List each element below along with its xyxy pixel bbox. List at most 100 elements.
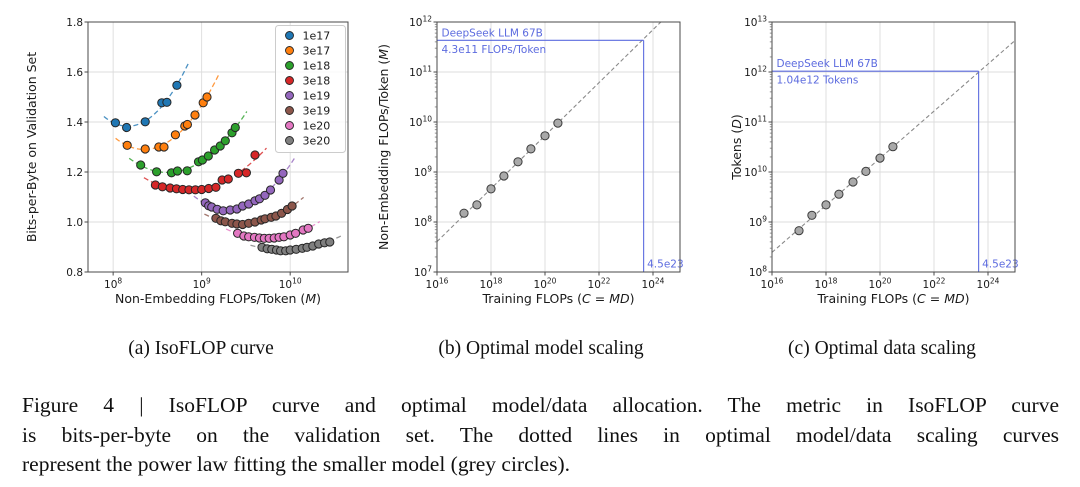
svg-text:1.0: 1.0 [66, 217, 83, 229]
svg-text:1010: 1010 [744, 165, 767, 180]
series-optimal data size [794, 142, 898, 236]
subcaption-c: (c) Optimal data scaling [788, 338, 976, 359]
data-point [157, 182, 167, 192]
svg-text:1020: 1020 [534, 277, 557, 292]
svg-text:1020: 1020 [869, 277, 892, 292]
legend-marker-1e19 [285, 91, 294, 100]
deepseek-annotation: DeepSeek LLM 67B 4.3e11 FLOPs/Token 4.5e23 [437, 27, 684, 272]
svg-text:1.8: 1.8 [66, 17, 83, 29]
caption-line-2: is bits-per-byte on the validation set. … [22, 422, 1059, 447]
svg-text:1022: 1022 [588, 277, 611, 292]
data-point [172, 166, 183, 176]
data-point [472, 200, 482, 210]
data-point [223, 174, 233, 184]
data-point [486, 184, 496, 194]
svg-text:108: 108 [104, 277, 122, 292]
data-point [260, 190, 270, 200]
data-point [821, 200, 831, 210]
data-point [540, 131, 550, 141]
power-law-fit-line [436, 21, 662, 243]
series-1e17 [110, 80, 182, 133]
svg-text:108: 108 [414, 215, 432, 230]
optimal-model-scaling-panel: DeepSeek LLM 67B 4.3e11 FLOPs/Token 4.5e23… [376, 15, 684, 307]
svg-text:4.5e23: 4.5e23 [982, 259, 1019, 271]
series-optimal model size [459, 118, 563, 218]
charts-canvas: 108 109 1010 0.8 1.0 1.2 1.4 1.6 1.8 Non-Embeddin… [24, 15, 1019, 307]
data-point [526, 144, 536, 154]
svg-text:107: 107 [414, 265, 432, 280]
data-point [888, 142, 898, 152]
data-point [291, 228, 301, 238]
legend-marker-1e17 [285, 31, 294, 40]
y-axis-label: Bits-per-Byte on Validation Set [24, 52, 39, 242]
figure-caption: Figure 4 | IsoFLOP curve and optimal mod… [22, 391, 1059, 480]
data-point [807, 210, 817, 220]
svg-text:1016: 1016 [426, 277, 449, 292]
legend-marker-3e18 [285, 76, 294, 85]
svg-text:1011: 1011 [409, 65, 432, 80]
data-point [122, 140, 132, 150]
svg-text:1013: 1013 [744, 15, 767, 30]
fit-curve-3e17 [115, 74, 220, 151]
legend-label: 1e17 [303, 29, 331, 42]
svg-text:109: 109 [749, 215, 767, 230]
data-point [250, 150, 260, 160]
data-point [122, 122, 132, 133]
deepseek-annotation: DeepSeek LLM 67B 1.04e12 Tokens 4.5e23 [772, 58, 1019, 272]
svg-text:1.6: 1.6 [66, 67, 83, 79]
data-point [152, 167, 162, 177]
data-point [182, 166, 192, 176]
y-axis-label: Tokens (D) [729, 114, 744, 180]
data-point [159, 142, 169, 152]
svg-text:1012: 1012 [744, 65, 767, 80]
data-point [265, 185, 276, 195]
data-point [162, 97, 172, 107]
svg-text:109: 109 [193, 277, 211, 292]
svg-text:1024: 1024 [642, 277, 665, 292]
svg-text:4.3e11 FLOPs/Token: 4.3e11 FLOPs/Token [442, 44, 547, 56]
legend-label: 3e20 [303, 134, 331, 147]
data-point [278, 168, 288, 178]
data-point [303, 223, 313, 233]
svg-text:1.2: 1.2 [66, 167, 83, 179]
tick-labels: 108 109 1010 0.8 1.0 1.2 1.4 1.6 1.8 [66, 17, 302, 291]
axes-frame [436, 21, 681, 273]
data-point [202, 92, 212, 102]
x-axis-label: Non-Embedding FLOPs/Token (M) [115, 291, 321, 306]
legend-label: 1e20 [303, 119, 331, 132]
svg-text:DeepSeek LLM 67B: DeepSeek LLM 67B [442, 27, 543, 39]
axes-frame [771, 21, 1016, 273]
svg-text:1012: 1012 [409, 15, 432, 30]
legend-label: 1e18 [303, 59, 331, 72]
tick-labels: 1016 1018 1020 1022 1024 107 108 109 1010 1011 101… [409, 15, 665, 292]
svg-text:109: 109 [414, 165, 432, 180]
series-3e17 [122, 92, 212, 154]
x-axis-label: Training FLOPs (C = MD) [482, 291, 635, 306]
series-3e18 [150, 150, 260, 195]
series-3e20 [257, 237, 335, 256]
series-3e19 [211, 201, 297, 230]
series-1e20 [233, 223, 313, 243]
legend-marker-3e17 [285, 46, 294, 55]
data-point [110, 118, 121, 128]
subcaption-b: (b) Optimal model scaling [438, 338, 644, 359]
data-point [230, 122, 240, 133]
svg-text:108: 108 [749, 265, 767, 280]
data-point [220, 136, 230, 146]
data-point [172, 80, 182, 90]
svg-text:1.04e12 Tokens: 1.04e12 Tokens [777, 75, 859, 87]
data-point [241, 168, 251, 178]
caption-line-3: represent the power law fitting the smal… [22, 452, 571, 476]
data-point [274, 175, 284, 185]
fit-curve-1e17 [103, 63, 189, 127]
data-point [499, 171, 509, 181]
svg-text:1011: 1011 [744, 115, 767, 130]
legend-marker-3e19 [285, 106, 294, 115]
data-point [794, 226, 804, 236]
y-axis-label: Non-Embedding FLOPs/Token (M) [376, 44, 391, 250]
data-point [834, 189, 844, 199]
data-point [287, 201, 297, 211]
svg-text:1018: 1018 [480, 277, 503, 292]
